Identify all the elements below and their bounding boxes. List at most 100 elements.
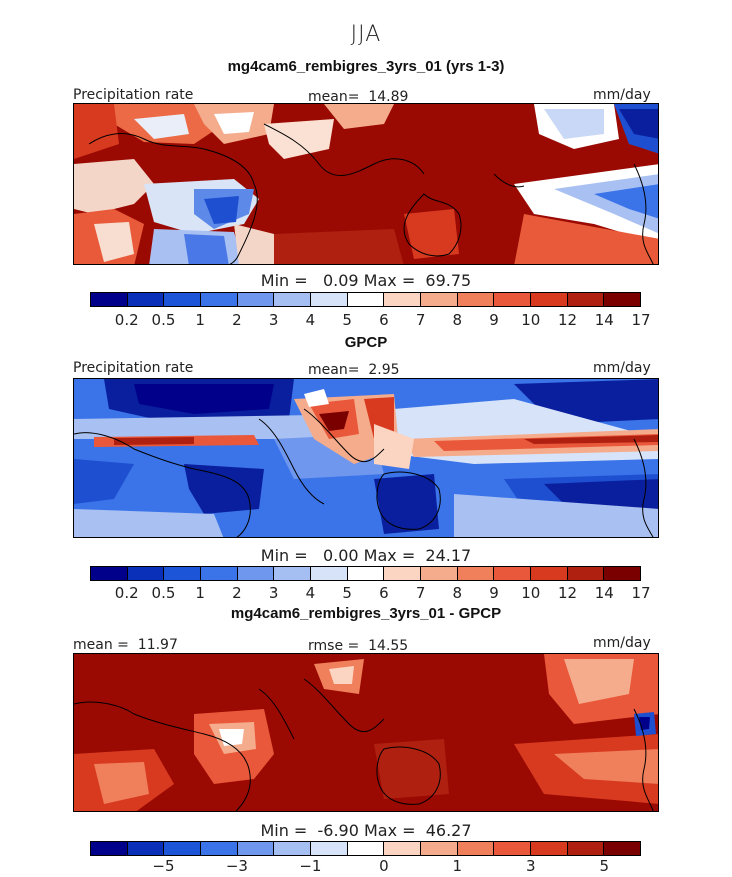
colorbar-box [384, 842, 422, 855]
colorbar-box [91, 293, 128, 306]
colorbar-box [567, 293, 605, 306]
panel-3-units-label: mm/day [593, 635, 651, 651]
panel-3-colorbar [90, 841, 641, 856]
panel-3-minmax: Min = -6.90 Max = 46.27 [260, 821, 472, 840]
colorbar-box [311, 842, 348, 855]
panel-1-colorbar [90, 292, 641, 307]
colorbar-box [604, 567, 641, 580]
panel-2-colorbar [90, 566, 641, 581]
panel-2-title: GPCP [344, 334, 388, 351]
colorbar-tick-label: 1 [195, 584, 205, 602]
panel-3-rmse-label: rmse = 14.55 [308, 638, 409, 654]
colorbar-box [274, 567, 312, 580]
colorbar-box [531, 567, 568, 580]
panel-3-map [73, 653, 659, 812]
colorbar-tick-label: 9 [489, 311, 499, 329]
panel-1-units-label: mm/day [593, 87, 651, 103]
colorbar-tick-label: 1 [452, 857, 463, 875]
colorbar-box [201, 567, 238, 580]
colorbar-tick-label: 4 [305, 311, 316, 329]
colorbar-tick-label: 10 [521, 584, 541, 602]
panel-2-map [73, 378, 659, 538]
colorbar-tick-label: 2 [232, 311, 242, 329]
colorbar-box [311, 567, 348, 580]
colorbar-tick-label: 0 [379, 857, 389, 875]
colorbar-box [421, 842, 458, 855]
colorbar-box [164, 842, 202, 855]
panel-3-title: mg4cam6_rembigres_3yrs_01 - GPCP [230, 605, 502, 622]
colorbar-box [604, 293, 641, 306]
colorbar-tick-label: 5 [342, 311, 352, 329]
colorbar-box [531, 842, 568, 855]
colorbar-box [494, 842, 532, 855]
colorbar-box [274, 842, 312, 855]
colorbar-tick-label: 0.2 [114, 584, 139, 602]
panel-3-mean-label: mean = 11.97 [73, 637, 178, 653]
colorbar-box [347, 842, 385, 855]
colorbar-tick-label: −5 [152, 857, 175, 875]
panel-1-mean-label: mean= 14.89 [308, 89, 409, 105]
panel-2-units-label: mm/day [593, 360, 651, 376]
colorbar-box [457, 842, 495, 855]
colorbar-box [127, 567, 165, 580]
colorbar-box [274, 293, 312, 306]
colorbar-box [567, 567, 605, 580]
colorbar-tick-label: 12 [557, 311, 578, 329]
colorbar-box [237, 842, 275, 855]
colorbar-box [237, 293, 275, 306]
colorbar-tick-label: 3 [268, 311, 279, 329]
colorbar-box [91, 567, 128, 580]
colorbar-tick-label: 17 [631, 311, 651, 329]
colorbar-box [457, 293, 495, 306]
colorbar-box [421, 293, 458, 306]
colorbar-box [384, 293, 422, 306]
colorbar-box [201, 842, 238, 855]
colorbar-box [494, 567, 532, 580]
colorbar-tick-label: 0.5 [151, 584, 176, 602]
colorbar-tick-label: 5 [342, 584, 352, 602]
colorbar-box [164, 293, 202, 306]
colorbar-box [384, 567, 422, 580]
panel-1-title: mg4cam6_rembigres_3yrs_01 (yrs 1-3) [227, 58, 505, 75]
panel-2-mean-label: mean= 2.95 [308, 362, 400, 378]
colorbar-tick-label: 1 [195, 311, 205, 329]
colorbar-tick-label: 4 [305, 584, 316, 602]
colorbar-tick-label: 7 [415, 584, 426, 602]
colorbar-box [494, 293, 532, 306]
colorbar-tick-label: 0.2 [114, 311, 139, 329]
panel-2-variable-label: Precipitation rate [73, 360, 194, 376]
colorbar-tick-label: 9 [489, 584, 499, 602]
colorbar-tick-label: −1 [299, 857, 322, 875]
colorbar-box [201, 293, 238, 306]
colorbar-tick-label: 6 [379, 311, 389, 329]
colorbar-tick-label: 3 [268, 584, 279, 602]
colorbar-box [127, 842, 165, 855]
colorbar-box [164, 567, 202, 580]
colorbar-tick-label: 8 [452, 584, 463, 602]
panel-2-minmax: Min = 0.00 Max = 24.17 [260, 546, 472, 565]
colorbar-tick-label: −3 [225, 857, 248, 875]
colorbar-tick-label: 10 [521, 311, 541, 329]
panel-1-variable-label: Precipitation rate [73, 87, 194, 103]
colorbar-box [421, 567, 458, 580]
panel-1-minmax: Min = 0.09 Max = 69.75 [260, 271, 472, 290]
colorbar-box [127, 293, 165, 306]
colorbar-box [311, 293, 348, 306]
colorbar-box [567, 842, 605, 855]
colorbar-box [237, 567, 275, 580]
colorbar-tick-label: 7 [415, 311, 426, 329]
colorbar-tick-label: 8 [452, 311, 463, 329]
colorbar-box [91, 842, 128, 855]
colorbar-box [531, 293, 568, 306]
colorbar-tick-label: 6 [379, 584, 389, 602]
colorbar-box [347, 567, 385, 580]
colorbar-box [457, 567, 495, 580]
colorbar-tick-label: 14 [594, 311, 614, 329]
colorbar-tick-label: 14 [594, 584, 614, 602]
colorbar-tick-label: 0.5 [151, 311, 176, 329]
panel-1-map [73, 103, 659, 265]
colorbar-tick-label: 12 [557, 584, 578, 602]
colorbar-tick-label: 17 [631, 584, 651, 602]
colorbar-tick-label: 5 [599, 857, 610, 875]
colorbar-tick-label: 2 [232, 584, 242, 602]
